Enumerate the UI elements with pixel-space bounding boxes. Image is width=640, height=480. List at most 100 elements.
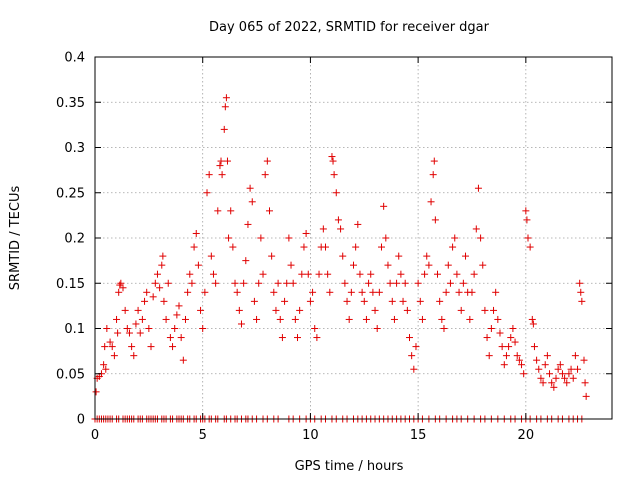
data-point — [209, 270, 217, 278]
data-point — [410, 365, 418, 373]
x-tick-label: 20 — [518, 428, 535, 443]
data-point — [520, 370, 528, 378]
data-point — [199, 325, 207, 332]
data-point — [459, 279, 467, 287]
data-point — [582, 392, 590, 400]
data-point — [194, 261, 202, 269]
data-point — [291, 315, 299, 323]
data-point — [128, 343, 136, 351]
data-point — [166, 334, 174, 342]
data-point — [103, 325, 111, 332]
data-point — [537, 374, 545, 382]
y-tick-label: 0.25 — [56, 186, 85, 201]
data-point — [430, 157, 438, 165]
data-point — [580, 356, 588, 364]
data-point — [143, 288, 151, 296]
data-point — [360, 297, 368, 305]
data-point — [319, 225, 327, 233]
data-point — [524, 234, 532, 242]
data-point — [315, 270, 323, 278]
data-point — [434, 270, 442, 278]
data-point — [382, 234, 390, 242]
data-point — [526, 243, 534, 251]
data-point — [462, 252, 470, 260]
data-point — [158, 261, 166, 269]
data-point — [160, 297, 168, 305]
data-point — [188, 279, 196, 287]
data-point — [365, 279, 373, 287]
data-point — [242, 257, 250, 265]
data-point — [134, 306, 142, 314]
data-point — [235, 306, 243, 314]
tick-layer: 0 0.05 0.1 0.15 0.2 0.25 0.3 0.35 0.4 0 5 10 15 20 — [56, 51, 612, 443]
data-point — [110, 352, 118, 360]
data-point — [92, 388, 100, 396]
data-point — [123, 325, 131, 332]
data-point — [181, 315, 189, 323]
data-point — [358, 288, 366, 296]
data-point — [408, 352, 416, 360]
data-point — [113, 315, 121, 323]
data-point — [414, 279, 422, 287]
data-point — [350, 261, 357, 269]
data-point — [265, 207, 273, 215]
data-point — [371, 306, 379, 314]
data-point — [287, 261, 295, 269]
data-point — [179, 356, 187, 364]
data-point — [117, 279, 125, 287]
data-point — [259, 270, 267, 278]
data-point — [309, 288, 317, 296]
data-point — [332, 189, 340, 197]
data-point — [577, 288, 585, 296]
data-point — [436, 297, 444, 305]
data-point — [255, 279, 263, 287]
data-point — [101, 343, 109, 351]
data-point — [412, 343, 420, 351]
data-point — [343, 297, 351, 305]
data-point — [442, 288, 450, 296]
data-point — [330, 171, 338, 179]
data-point — [378, 243, 386, 251]
data-point — [416, 297, 424, 305]
data-point — [171, 325, 179, 332]
data-point — [302, 229, 310, 237]
y-tick-label: 0.05 — [56, 367, 85, 382]
data-point — [237, 320, 245, 328]
data-point — [229, 243, 237, 251]
data-point — [345, 315, 353, 323]
data-point — [326, 288, 334, 296]
data-point — [159, 252, 167, 260]
y-tick-label: 0 — [77, 413, 85, 428]
data-point — [281, 297, 289, 305]
data-point — [227, 207, 235, 215]
data-point — [328, 153, 336, 161]
data-point — [190, 243, 198, 251]
data-point — [218, 171, 226, 179]
data-point — [474, 184, 482, 192]
data-point — [121, 306, 129, 314]
data-point — [278, 334, 286, 342]
data-point — [451, 234, 459, 242]
data-point — [106, 338, 114, 346]
data-point — [216, 162, 224, 170]
data-point — [569, 374, 577, 382]
data-point — [246, 184, 254, 192]
data-point — [334, 216, 342, 224]
data-point — [115, 288, 123, 296]
data-point — [446, 279, 454, 287]
data-point — [153, 270, 161, 278]
data-point — [132, 320, 140, 328]
x-tick-label: 10 — [302, 428, 319, 443]
data-point — [214, 207, 222, 215]
data-point — [395, 252, 403, 260]
data-point — [263, 157, 271, 165]
data-point — [156, 284, 164, 292]
data-point — [576, 279, 584, 287]
data-point — [289, 279, 297, 287]
data-point — [233, 288, 241, 296]
data-point — [151, 279, 159, 287]
data-point — [571, 352, 579, 360]
data-point — [513, 352, 521, 360]
data-point — [339, 252, 347, 260]
data-point — [136, 329, 144, 337]
